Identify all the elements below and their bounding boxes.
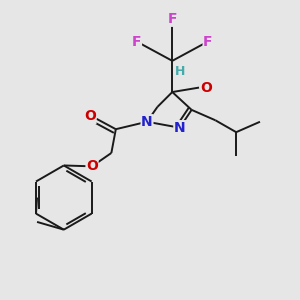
Text: N: N <box>141 115 153 129</box>
Text: H: H <box>175 65 185 78</box>
Text: O: O <box>86 159 98 173</box>
Text: F: F <box>132 34 141 49</box>
Text: F: F <box>167 12 177 26</box>
Text: F: F <box>203 34 213 49</box>
Text: O: O <box>200 81 212 94</box>
Text: O: O <box>84 110 96 123</box>
Text: N: N <box>174 121 185 135</box>
